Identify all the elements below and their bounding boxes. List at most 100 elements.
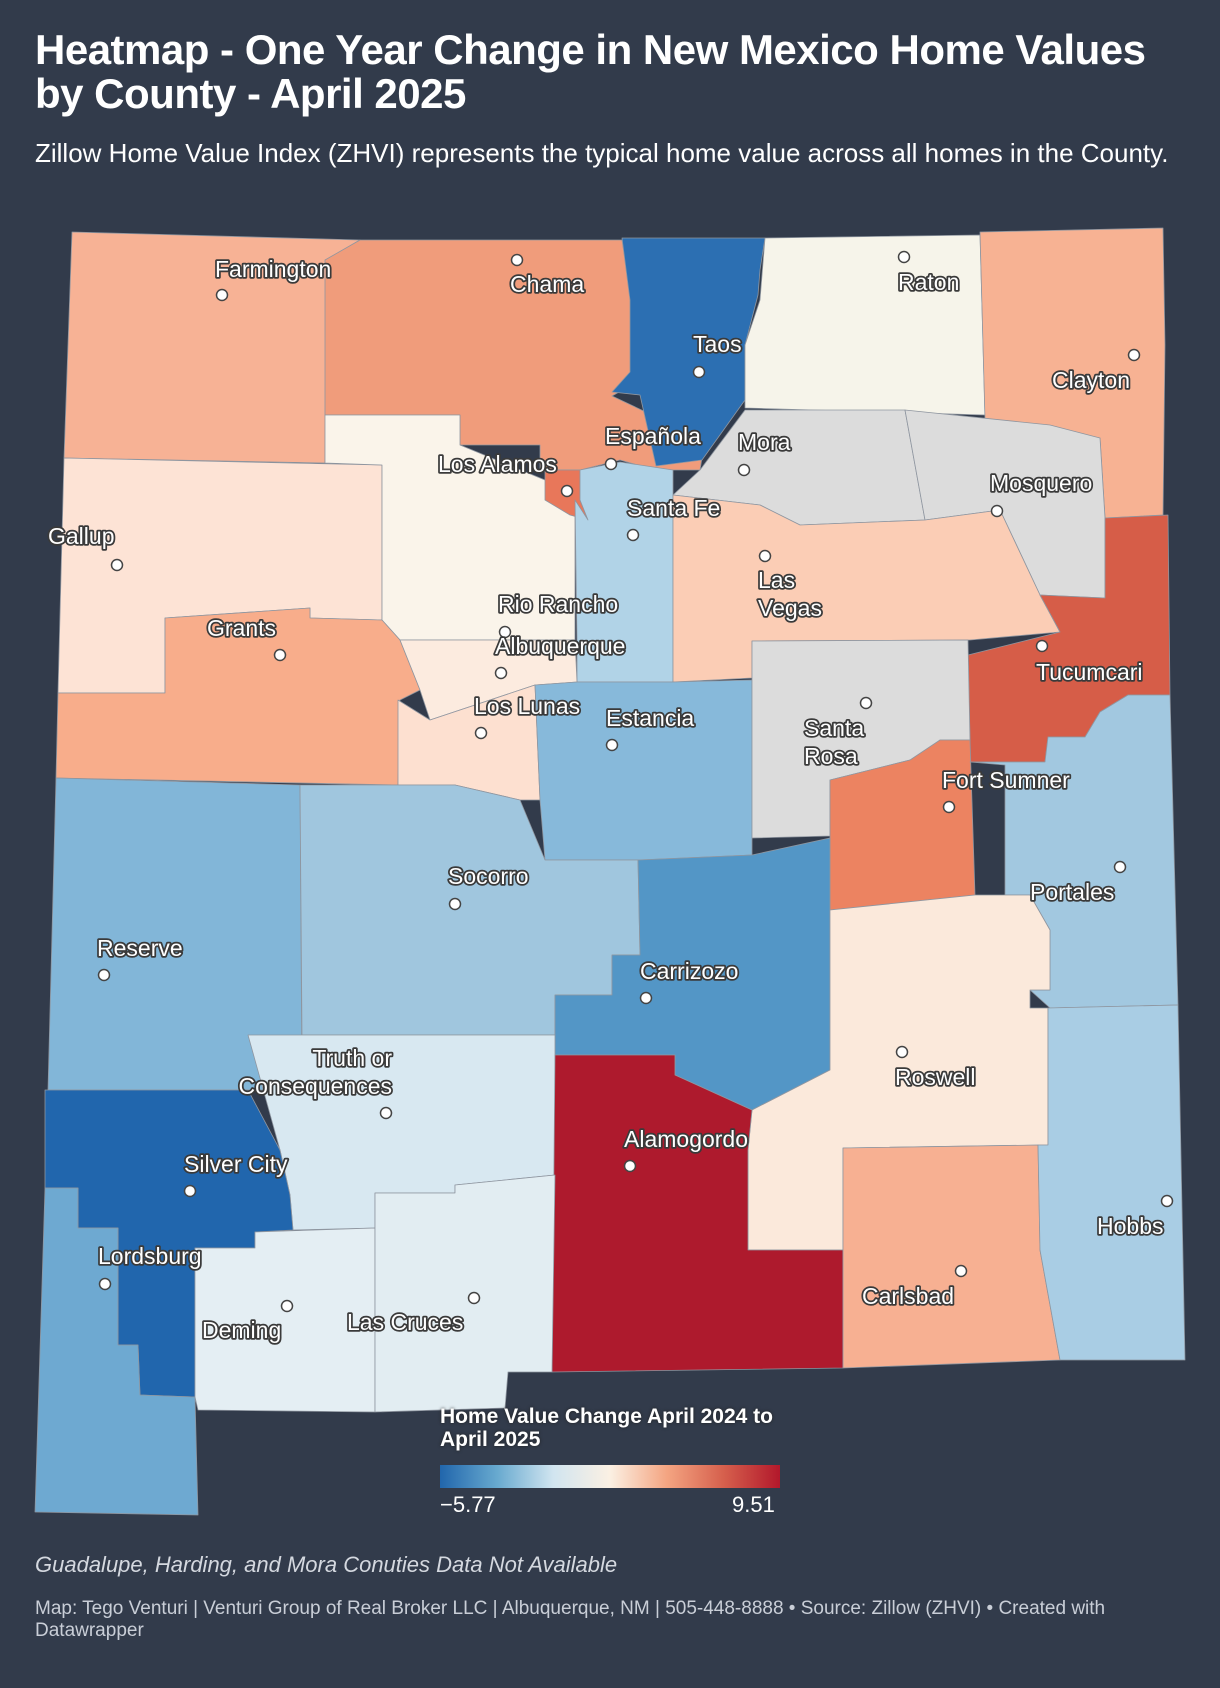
city-dot [510, 253, 524, 267]
city-label: Los Alamos [438, 451, 557, 477]
city-mosquero: Mosquero [988, 468, 1094, 518]
city-dot [1035, 639, 1049, 653]
city-dot [895, 1045, 909, 1059]
chart-title: Heatmap - One Year Change in New Mexico … [35, 26, 1146, 117]
city-dot [897, 250, 911, 264]
city-dot [990, 504, 1004, 518]
city-taos: Taos [691, 329, 743, 379]
county-santa-fe[interactable] [574, 461, 674, 683]
city-label: Lordsburg [98, 1243, 202, 1269]
city-dot [604, 457, 618, 471]
city-dot [692, 365, 706, 379]
city-label: Raton [898, 269, 959, 295]
city-dot [280, 1299, 294, 1313]
city-label: Gallup [48, 523, 114, 549]
city-los-alamos: Los Alamos [436, 449, 574, 498]
county-dona-ana[interactable] [374, 1174, 556, 1413]
city-dot [639, 991, 653, 1005]
city-dot [498, 625, 512, 639]
city-fort-sumner: Fort Sumner [940, 765, 1072, 814]
city-dot [494, 666, 508, 680]
city-label: Santa [804, 715, 864, 741]
county-cibola[interactable] [55, 607, 421, 786]
city-hobbs: Hobbs [1095, 1194, 1174, 1241]
city-dot [1127, 348, 1141, 362]
city-dot [448, 897, 462, 911]
city-dot [474, 726, 488, 740]
city-markers: Farmington Chama Taos Raton Clayton Española L… [46, 250, 1174, 1345]
city-chama: Chama [508, 253, 586, 299]
legend-max-label: 9.51 [732, 1492, 775, 1517]
county-hidalgo[interactable] [34, 1187, 199, 1516]
city-label: Rio Rancho [498, 591, 618, 617]
city-dot [942, 800, 956, 814]
city-label: Estancia [606, 705, 694, 731]
city-silver-city: Silver City [182, 1149, 290, 1198]
city-label: Hobbs [1097, 1213, 1163, 1239]
city-roswell: Roswell [893, 1045, 977, 1092]
county-lea[interactable] [1037, 1004, 1186, 1361]
city-label: Mosquero [990, 470, 1092, 496]
county-otero[interactable] [551, 1054, 844, 1373]
city-label: Socorro [448, 863, 529, 889]
city-dot [626, 528, 640, 542]
city-dot [98, 1277, 112, 1291]
city-dot [859, 696, 873, 710]
city-santa-fe: Santa Fe [625, 493, 722, 542]
county-eddy[interactable] [842, 1144, 1061, 1369]
city-dot [1113, 860, 1127, 874]
city-las-cruces: Las Cruces [345, 1291, 481, 1337]
city-dot [560, 484, 574, 498]
city-carlsbad: Carlsbad [860, 1264, 968, 1311]
city-label: Rosa [804, 743, 858, 769]
legend-title: Home Value Change April 2024 to April 20… [440, 1405, 773, 1451]
city-reserve: Reserve [95, 933, 184, 982]
city-label: Carrizozo [640, 958, 738, 984]
city-label: Santa Fe [627, 495, 720, 521]
city-socorro: Socorro [446, 861, 530, 911]
city-label: Española [605, 423, 701, 449]
city-dot [467, 1291, 481, 1305]
new-mexico-county-map: Farmington Chama Taos Raton Clayton Española L… [34, 227, 1186, 1516]
city-dot [758, 549, 772, 563]
city-rio-rancho: Rio Rancho [496, 589, 620, 639]
city-carrizozo: Carrizozo [638, 956, 740, 1005]
city-label: Chama [510, 271, 584, 297]
city-dot [954, 1264, 968, 1278]
legend-min-label: −5.77 [440, 1492, 496, 1517]
city-los-lunas: Los Lunas [472, 691, 582, 740]
county-colfax[interactable] [744, 234, 986, 416]
city-label: Roswell [895, 1064, 976, 1090]
city-label: Fort Sumner [942, 767, 1070, 793]
city-clayton: Clayton [1050, 348, 1141, 395]
city-dot [379, 1106, 393, 1120]
city-label: Reserve [97, 935, 183, 961]
city-lordsburg: Lordsburg [96, 1241, 203, 1291]
city-raton: Raton [896, 250, 961, 297]
city-label: Los Lunas [474, 693, 580, 719]
city-label: Silver City [184, 1151, 288, 1177]
county-taos[interactable] [611, 237, 766, 467]
city-farmington: Farmington [213, 254, 333, 302]
city-label: Portales [1030, 879, 1114, 905]
city-dot [737, 463, 751, 477]
city-dot [605, 738, 619, 752]
city-label: Taos [693, 331, 742, 357]
city-dot [110, 558, 124, 572]
city-dot [97, 968, 111, 982]
city-dot [183, 1184, 197, 1198]
city-label: Las [758, 567, 795, 593]
legend-color-scale [440, 1465, 780, 1488]
city-label: Alamogordo [624, 1126, 748, 1152]
city-label: Vegas [758, 595, 822, 621]
data-note: Guadalupe, Harding, and Mora Conuties Da… [35, 1552, 618, 1577]
city-label: Grants [207, 615, 276, 641]
city-dot [623, 1159, 637, 1173]
county-shapes [34, 227, 1186, 1516]
city-grants: Grants [205, 613, 287, 662]
city-label: Tucumcari [1036, 659, 1143, 685]
footer-credits: Map: Tego Venturi | Venturi Group of Rea… [35, 1598, 1106, 1641]
